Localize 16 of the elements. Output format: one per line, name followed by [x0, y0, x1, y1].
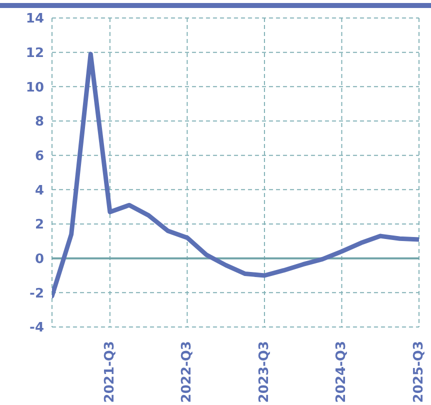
y-tick-label: 4 — [34, 183, 44, 198]
y-tick-label: 14 — [26, 12, 44, 27]
y-tick-label: 10 — [26, 80, 44, 96]
x-tick-label: 2025-Q3 — [412, 341, 426, 403]
line-series — [52, 52, 419, 298]
x-tick-label: 2022-Q3 — [180, 341, 195, 403]
x-tick-label: 2023-Q3 — [256, 341, 272, 403]
y-tick-label: 6 — [34, 148, 44, 164]
y-tick-label: -4 — [30, 320, 44, 336]
x-tick-label: 2021-Q3 — [102, 341, 118, 403]
x-tick-label: 2024-Q3 — [334, 341, 350, 403]
y-tick-label: 12 — [26, 46, 44, 61]
y-tick-label: 0 — [34, 252, 44, 267]
y-tick-label: 2 — [34, 218, 44, 233]
y-tick-label: -2 — [30, 286, 44, 302]
y-tick-label: 8 — [34, 114, 44, 130]
